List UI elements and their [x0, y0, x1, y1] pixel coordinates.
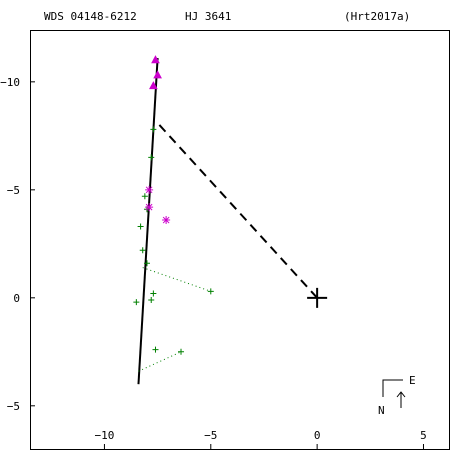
primary-star-icon	[307, 287, 328, 308]
observation-plus-marker	[143, 260, 150, 267]
observation-asterisk-marker	[162, 216, 171, 225]
observation-plus-marker	[148, 154, 155, 161]
residual-line	[142, 267, 211, 292]
observation-plus-marker	[148, 296, 155, 303]
observation-triangle-marker	[153, 70, 162, 79]
x-tick-label: −10	[95, 429, 115, 442]
observation-triangle-marker	[151, 55, 160, 64]
x-tick-label: 5	[420, 429, 427, 442]
observation-plus-marker	[139, 247, 146, 254]
observation-plus-marker	[133, 299, 140, 306]
observation-plus-marker	[141, 193, 148, 200]
compass-north-label: N	[378, 404, 385, 417]
wds-identifier: WDS 04148-6212	[44, 10, 137, 23]
observation-plus-marker	[137, 223, 144, 230]
observation-plus-marker	[207, 288, 214, 295]
observation-triangle-marker	[149, 81, 158, 90]
compass-arrow-icon	[396, 391, 406, 408]
x-tick-label: 0	[314, 429, 321, 442]
observation-plus-marker	[150, 126, 157, 133]
x-tick-label: −5	[204, 429, 217, 442]
y-tick-label: −10	[0, 76, 20, 89]
marker-layer	[133, 55, 214, 355]
observation-plus-marker	[152, 346, 159, 353]
orbit-arc	[137, 58, 159, 385]
orbit-reference: (Hrt2017a)	[344, 10, 410, 23]
periastron-line	[154, 120, 318, 299]
compass-east-arm	[382, 379, 403, 397]
orbit-layer	[137, 58, 328, 385]
discoverer-designation: HJ 3641	[185, 10, 231, 23]
observation-plus-marker	[178, 348, 185, 355]
observation-asterisk-marker	[145, 185, 154, 194]
plot-frame	[30, 30, 450, 450]
y-tick-label: −5	[7, 184, 20, 197]
observation-plus-marker	[150, 290, 157, 297]
compass: E N	[378, 374, 416, 417]
x-axis: −10 −5 0 5	[95, 429, 427, 449]
residual-line	[138, 351, 182, 372]
compass-east-label: E	[409, 374, 416, 387]
y-tick-label: −5	[7, 400, 20, 413]
observation-asterisk-marker	[145, 203, 154, 212]
y-tick-label: 0	[13, 292, 20, 305]
y-axis: −10 −5 0 −5	[0, 76, 35, 413]
